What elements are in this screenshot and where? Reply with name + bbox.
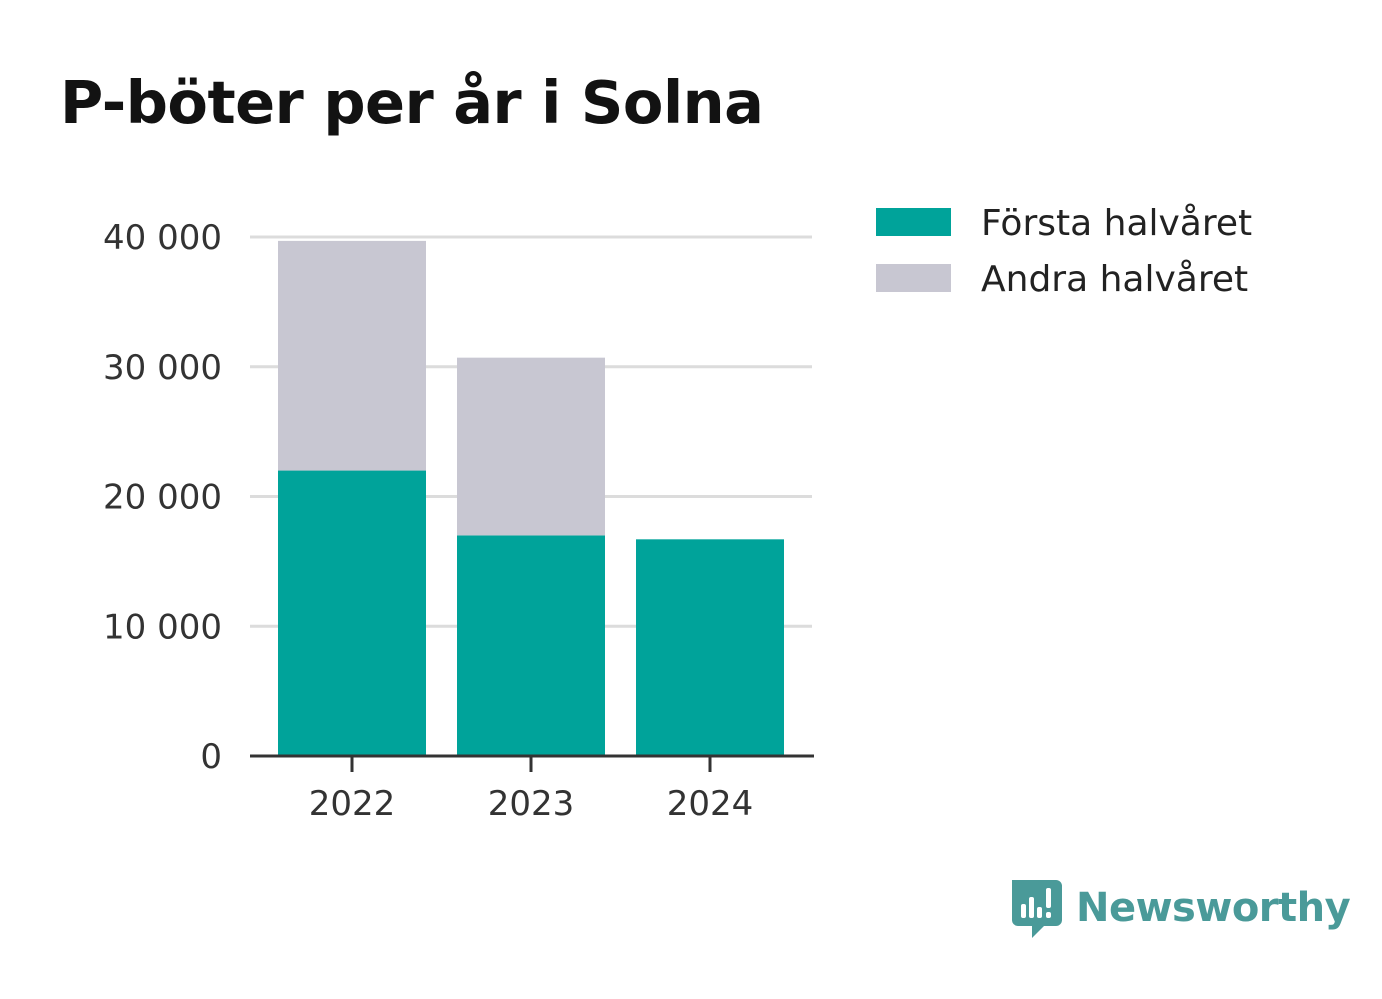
newsworthy-brand: Newsworthy	[1010, 876, 1351, 940]
y-tick-label: 30 000	[103, 348, 222, 388]
x-tick-label: 2023	[488, 784, 575, 824]
bar-segment-2022-series-0	[278, 470, 426, 756]
stacked-bar-chart: 0 10 000 20 000 30 000 40 000 2022 2023 2024 Fö…	[103, 203, 1252, 824]
legend-label-0: Första halvåret	[981, 203, 1252, 244]
bars	[278, 240, 784, 756]
y-tick-label: 40 000	[103, 218, 222, 258]
brand-name: Newsworthy	[1076, 885, 1351, 931]
legend-swatch-1	[876, 264, 951, 292]
bar-segment-2024-series-0	[636, 539, 784, 756]
y-tick-label: 0	[200, 737, 222, 777]
x-tick-label: 2022	[309, 784, 396, 824]
bar-segment-2022-series-1	[278, 240, 426, 471]
legend-label-1: Andra halvåret	[981, 259, 1248, 300]
axes: 0 10 000 20 000 30 000 40 000 2022 2023 2024	[103, 218, 814, 824]
y-tick-label: 10 000	[103, 607, 222, 647]
newsworthy-logo-icon	[1012, 880, 1062, 938]
legend-swatch-0	[876, 208, 951, 236]
y-tick-label: 20 000	[103, 478, 222, 518]
x-tick-label: 2024	[667, 784, 754, 824]
chart-title: P-böter per år i Solna	[60, 68, 764, 137]
bar-segment-2023-series-0	[457, 535, 605, 756]
legend: Första halvåret Andra halvåret	[876, 203, 1252, 300]
bar-segment-2023-series-1	[457, 357, 605, 536]
